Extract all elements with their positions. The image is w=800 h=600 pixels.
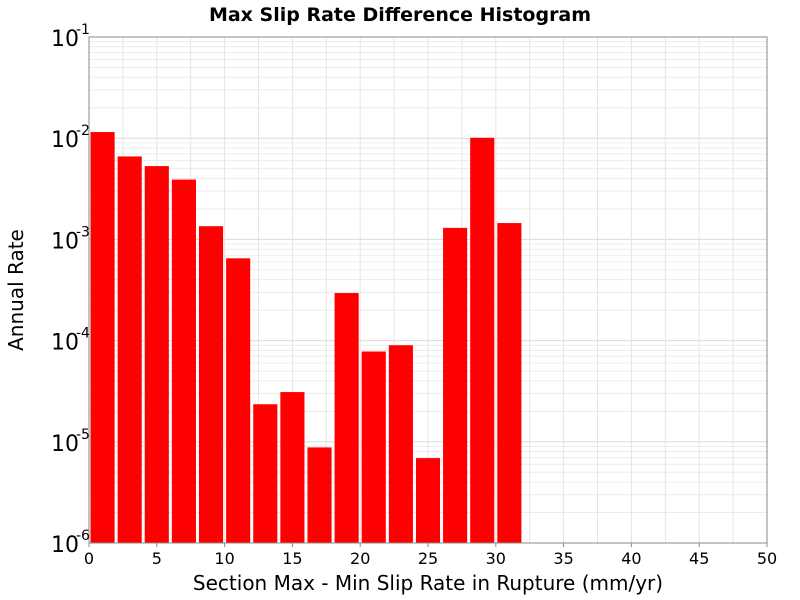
x-tick-label: 25: [418, 549, 438, 568]
x-tick-label: 30: [486, 549, 506, 568]
x-tick-label: 45: [689, 549, 709, 568]
y-tick-base: 10: [51, 27, 79, 52]
histogram-bar: [470, 137, 495, 543]
y-tick-label: 10-3: [51, 224, 90, 254]
histogram-bar: [90, 132, 115, 543]
y-tick-label: 10-4: [51, 326, 90, 356]
histogram-bar: [198, 226, 224, 544]
histogram-bar: [226, 258, 251, 543]
y-tick-base: 10: [51, 533, 79, 558]
y-tick-base: 10: [51, 432, 79, 457]
histogram-bar: [117, 156, 142, 543]
x-tick-label: 40: [621, 549, 641, 568]
y-tick-label: 10-5: [51, 427, 90, 457]
chart-title: Max Slip Rate Difference Histogram: [209, 4, 591, 26]
y-tick-base: 10: [51, 331, 79, 356]
y-tick-base: 10: [51, 229, 79, 254]
y-axis-ticks: 10-110-210-310-410-510-6: [51, 22, 90, 558]
y-tick-exponent: -3: [76, 224, 90, 240]
histogram-bar: [334, 293, 359, 543]
histogram-bar: [280, 392, 305, 543]
x-tick-label: 35: [553, 549, 573, 568]
histogram-bar: [253, 404, 278, 543]
histogram-bar: [443, 227, 468, 543]
x-axis-label: Section Max - Min Slip Rate in Rupture (…: [193, 571, 663, 595]
x-tick-label: 5: [152, 549, 162, 568]
x-axis-ticks: 0 5 10 15 20 25 30 35 40 45 50: [84, 543, 777, 568]
y-tick-label: 10-6: [51, 528, 90, 558]
histogram-bar: [497, 223, 522, 543]
x-tick-label: 15: [282, 549, 302, 568]
y-tick-base: 10: [51, 128, 79, 153]
x-tick-label: 50: [757, 549, 777, 568]
histogram-bar: [361, 351, 386, 543]
y-tick-exponent: -6: [76, 528, 90, 544]
x-tick-label: 10: [214, 549, 234, 568]
y-tick-exponent: -5: [76, 427, 90, 443]
bars: [90, 132, 522, 544]
histogram-bar: [307, 447, 332, 543]
histogram-bar: [171, 179, 196, 543]
histogram-bar: [415, 458, 441, 543]
y-tick-label: 10-1: [51, 22, 90, 52]
y-tick-exponent: -1: [76, 22, 90, 38]
y-tick-label: 10-2: [51, 123, 90, 153]
x-tick-label: 20: [350, 549, 370, 568]
y-tick-exponent: -2: [76, 123, 90, 139]
y-tick-exponent: -4: [76, 326, 90, 342]
y-axis-label: Annual Rate: [4, 229, 28, 351]
histogram-bar: [144, 166, 169, 544]
histogram-bar: [388, 345, 413, 543]
x-tick-label: 0: [84, 549, 94, 568]
